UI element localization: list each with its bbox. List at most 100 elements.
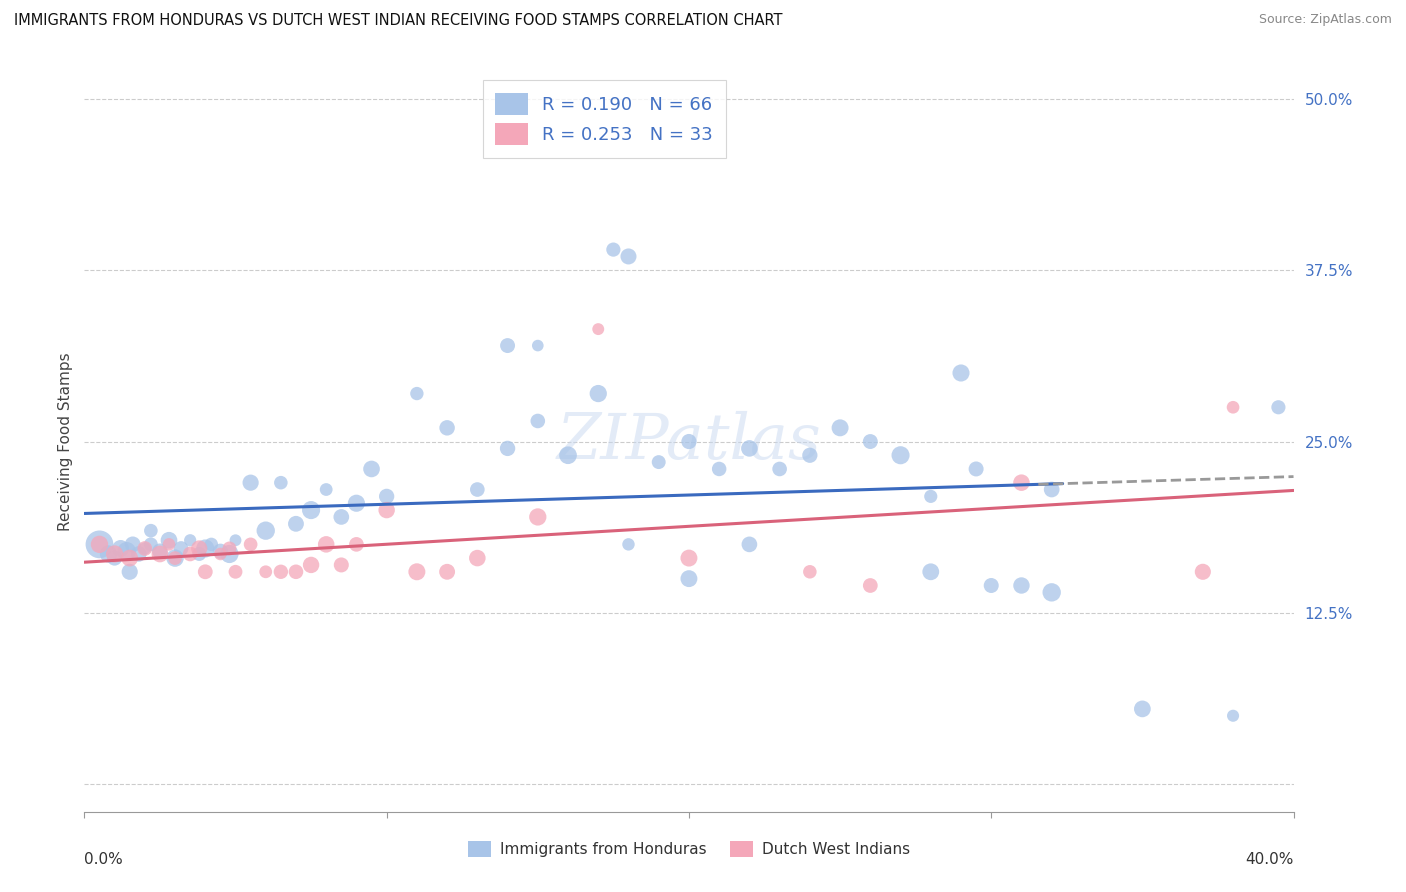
Point <box>285 516 308 531</box>
Point <box>188 541 211 556</box>
Text: 0.0%: 0.0% <box>84 853 124 867</box>
Point <box>467 551 489 566</box>
Point <box>920 565 942 579</box>
Point <box>299 503 322 517</box>
Point <box>375 489 398 503</box>
Point <box>165 551 187 566</box>
Point <box>406 386 429 401</box>
Point <box>194 565 217 579</box>
Point <box>254 524 277 538</box>
Point <box>1011 578 1033 592</box>
Text: ZIPatlas: ZIPatlas <box>557 410 821 473</box>
Point <box>799 565 821 579</box>
Point <box>738 537 761 551</box>
Point <box>121 537 143 551</box>
Point <box>330 558 353 572</box>
Point <box>299 558 322 572</box>
Point <box>89 537 111 551</box>
Point <box>738 442 761 456</box>
Text: Source: ZipAtlas.com: Source: ZipAtlas.com <box>1258 13 1392 27</box>
Point <box>239 475 262 490</box>
Point <box>527 338 550 352</box>
Point <box>110 541 132 556</box>
Point <box>557 448 579 462</box>
Point <box>769 462 792 476</box>
Point <box>1040 483 1063 497</box>
Point <box>950 366 973 380</box>
Legend: Immigrants from Honduras, Dutch West Indians: Immigrants from Honduras, Dutch West Ind… <box>463 835 915 863</box>
Point <box>859 578 882 592</box>
Point <box>602 243 624 257</box>
Point <box>209 544 232 558</box>
Point <box>118 551 141 566</box>
Point <box>179 547 201 561</box>
Point <box>200 537 222 551</box>
Y-axis label: Receiving Food Stamps: Receiving Food Stamps <box>58 352 73 531</box>
Point <box>134 541 156 556</box>
Point <box>149 544 172 558</box>
Point <box>1222 401 1244 415</box>
Text: 40.0%: 40.0% <box>1246 853 1294 867</box>
Point <box>104 547 127 561</box>
Point <box>128 547 150 561</box>
Point <box>709 462 731 476</box>
Point <box>149 547 172 561</box>
Point <box>1267 401 1289 415</box>
Point <box>496 442 519 456</box>
Point <box>678 434 700 449</box>
Point <box>157 537 180 551</box>
Point <box>1130 702 1153 716</box>
Point <box>617 250 640 264</box>
Point <box>157 533 180 548</box>
Point <box>330 510 353 524</box>
Point <box>97 547 120 561</box>
Point <box>225 533 247 548</box>
Point <box>115 544 138 558</box>
Point <box>315 483 337 497</box>
Point <box>436 565 458 579</box>
Text: IMMIGRANTS FROM HONDURAS VS DUTCH WEST INDIAN RECEIVING FOOD STAMPS CORRELATION : IMMIGRANTS FROM HONDURAS VS DUTCH WEST I… <box>14 13 783 29</box>
Point <box>1192 565 1215 579</box>
Point <box>346 537 368 551</box>
Point <box>527 414 550 428</box>
Point <box>980 578 1002 592</box>
Point <box>239 537 262 551</box>
Point <box>194 541 217 556</box>
Point <box>118 565 141 579</box>
Point <box>527 510 550 524</box>
Point <box>188 547 211 561</box>
Point <box>254 565 277 579</box>
Point <box>588 386 610 401</box>
Point <box>588 322 610 336</box>
Point <box>496 338 519 352</box>
Point <box>270 565 292 579</box>
Point <box>139 537 162 551</box>
Point <box>1011 475 1033 490</box>
Point <box>315 537 337 551</box>
Point <box>375 503 398 517</box>
Point <box>1222 708 1244 723</box>
Point <box>165 551 187 566</box>
Point <box>890 448 912 462</box>
Point <box>648 455 671 469</box>
Point <box>89 537 111 551</box>
Point <box>360 462 382 476</box>
Point <box>617 537 640 551</box>
Point <box>218 547 240 561</box>
Point <box>678 572 700 586</box>
Point <box>346 496 368 510</box>
Point <box>436 421 458 435</box>
Point <box>270 475 292 490</box>
Point <box>467 483 489 497</box>
Point <box>218 541 240 556</box>
Point <box>285 565 308 579</box>
Point <box>170 541 193 556</box>
Point <box>678 551 700 566</box>
Point <box>225 565 247 579</box>
Point <box>139 524 162 538</box>
Point <box>799 448 821 462</box>
Point <box>179 533 201 548</box>
Point <box>830 421 852 435</box>
Point <box>859 434 882 449</box>
Point <box>1040 585 1063 599</box>
